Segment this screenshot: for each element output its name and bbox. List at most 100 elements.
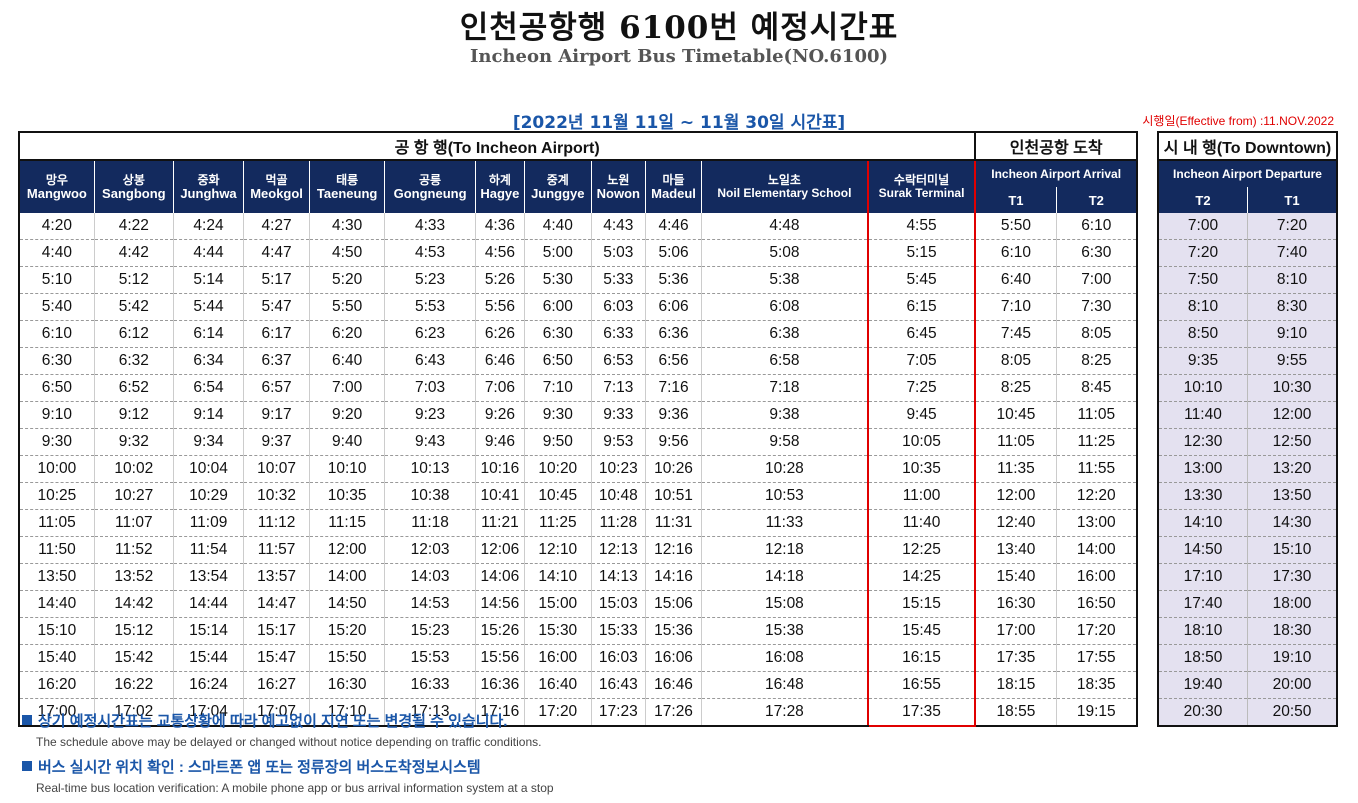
timetable-period: [2022년 11월 11일 ~ 11월 30일 시간표] xyxy=(512,113,846,133)
time-cell: 6:14 xyxy=(173,320,245,348)
time-cell: 5:44 xyxy=(173,293,245,321)
time-cell: 7:06 xyxy=(475,374,525,402)
time-cell: 6:38 xyxy=(701,320,869,348)
stop-name-en: Madeul xyxy=(651,186,696,201)
time-cell: 17:28 xyxy=(701,698,869,727)
time-cell: 6:43 xyxy=(384,347,476,375)
time-cell: 5:33 xyxy=(591,266,646,294)
time-cell: 4:40 xyxy=(524,213,592,240)
time-cell: 6:20 xyxy=(309,320,386,348)
table-row: 9:30 9:32 9:34 9:37 9:40 9:43 9:46 9:50 9:53 9:56… xyxy=(19,428,1138,456)
stop-name-ko: 먹골 xyxy=(265,173,288,187)
time-cell: 12:00 xyxy=(974,482,1057,510)
note-realtime: 버스 실시간 위치 확인 : 스마트폰 앱 또는 정류장의 버스도착정보시스템 … xyxy=(22,756,554,795)
time-cell: 5:26 xyxy=(475,266,525,294)
time-cell: 5:03 xyxy=(591,239,646,267)
time-cell: 9:33 xyxy=(591,401,646,429)
time-cell: 10:07 xyxy=(243,455,310,483)
stop-name-ko: 중계 xyxy=(546,173,569,187)
time-cell: 4:53 xyxy=(384,239,476,267)
time-cell: 17:20 xyxy=(1056,617,1138,645)
time-cell: 11:40 xyxy=(866,509,977,537)
time-cell: 12:25 xyxy=(866,536,977,564)
time-cell: 8:05 xyxy=(1056,320,1138,348)
time-cell: 6:08 xyxy=(701,293,869,321)
time-cell: 11:50 xyxy=(19,536,95,564)
stop-name-ko: 공릉 xyxy=(419,173,442,187)
time-cell: 11:18 xyxy=(384,509,476,537)
time-cell: 10:10 xyxy=(1158,374,1248,402)
time-cell: 4:56 xyxy=(475,239,525,267)
departure-terminal-header: T2 xyxy=(1158,187,1248,213)
time-cell: 5:00 xyxy=(524,239,592,267)
time-cell: 14:44 xyxy=(173,590,245,618)
time-cell: 8:10 xyxy=(1247,266,1338,294)
stop-name-en: Gongneung xyxy=(393,186,467,201)
stop-name-ko: 수락터미널 xyxy=(893,173,950,187)
time-cell: 16:15 xyxy=(866,644,977,672)
time-cell: 18:00 xyxy=(1247,590,1338,618)
time-cell: 12:03 xyxy=(384,536,476,564)
time-cell: 5:50 xyxy=(974,213,1057,240)
time-cell: 14:56 xyxy=(475,590,525,618)
time-cell: 9:17 xyxy=(243,401,310,429)
time-cell: 10:02 xyxy=(94,455,174,483)
table-row: 15:10 15:12 15:14 15:17 15:20 15:23 15:26 15:30… xyxy=(19,617,1138,645)
time-cell: 7:50 xyxy=(1158,266,1248,294)
time-cell: 6:10 xyxy=(974,239,1057,267)
time-cell: 11:52 xyxy=(94,536,174,564)
time-cell: 4:44 xyxy=(173,239,245,267)
stop-name-en: Surak Terminal xyxy=(878,186,965,200)
time-cell: 15:10 xyxy=(1247,536,1338,564)
time-cell: 11:57 xyxy=(243,536,310,564)
time-cell: 5:17 xyxy=(243,266,310,294)
time-cell: 13:52 xyxy=(94,563,174,591)
time-cell: 6:52 xyxy=(94,374,174,402)
departure-terminal-header: T1 xyxy=(1247,187,1338,213)
time-cell: 10:30 xyxy=(1247,374,1338,402)
time-cell: 11:05 xyxy=(974,428,1057,456)
time-cell: 18:10 xyxy=(1158,617,1248,645)
time-cell: 6:15 xyxy=(866,293,977,321)
time-cell: 8:25 xyxy=(1056,347,1138,375)
table-row: 19:40 20:00 xyxy=(1158,671,1338,699)
time-cell: 17:35 xyxy=(866,698,977,727)
time-cell: 4:22 xyxy=(94,213,174,240)
time-cell: 11:21 xyxy=(475,509,525,537)
time-cell: 9:32 xyxy=(94,428,174,456)
time-cell: 16:50 xyxy=(1056,590,1138,618)
time-cell: 4:47 xyxy=(243,239,310,267)
time-cell: 9:38 xyxy=(701,401,869,429)
table-row: 7:50 8:10 xyxy=(1158,266,1338,294)
time-cell: 10:16 xyxy=(475,455,525,483)
time-cell: 11:07 xyxy=(94,509,174,537)
time-cell: 7:10 xyxy=(524,374,592,402)
to-airport-rows: 4:20 4:22 4:24 4:27 4:30 4:33 4:36 4:40 4:43 4:46… xyxy=(19,213,1138,727)
stop-header: 태릉 Taeneung xyxy=(309,160,386,213)
bullet-square-icon xyxy=(22,761,32,771)
time-cell: 11:40 xyxy=(1158,401,1248,429)
time-cell: 15:47 xyxy=(243,644,310,672)
time-cell: 12:00 xyxy=(1247,401,1338,429)
time-cell: 9:37 xyxy=(243,428,310,456)
time-cell: 6:00 xyxy=(524,293,592,321)
time-cell: 7:20 xyxy=(1158,239,1248,267)
time-cell: 4:50 xyxy=(309,239,386,267)
time-cell: 12:20 xyxy=(1056,482,1138,510)
stop-name-ko: 마들 xyxy=(662,173,685,187)
time-cell: 15:00 xyxy=(524,590,592,618)
time-cell: 6:12 xyxy=(94,320,174,348)
time-cell: 9:10 xyxy=(1247,320,1338,348)
time-cell: 7:18 xyxy=(701,374,869,402)
time-cell: 15:10 xyxy=(19,617,95,645)
time-cell: 5:45 xyxy=(866,266,977,294)
time-cell: 19:15 xyxy=(1056,698,1138,727)
time-cell: 14:16 xyxy=(645,563,703,591)
time-cell: 14:10 xyxy=(1158,509,1248,537)
table-row: 8:10 8:30 xyxy=(1158,293,1338,321)
time-cell: 13:54 xyxy=(173,563,245,591)
time-cell: 6:06 xyxy=(645,293,703,321)
note-delay-ko: 상기 예정시간표는 교통상황에 따라 예고없이 지연 또는 변경될 수 있습니다… xyxy=(38,713,508,730)
table-row: 9:35 9:55 xyxy=(1158,347,1338,375)
time-cell: 14:10 xyxy=(524,563,592,591)
